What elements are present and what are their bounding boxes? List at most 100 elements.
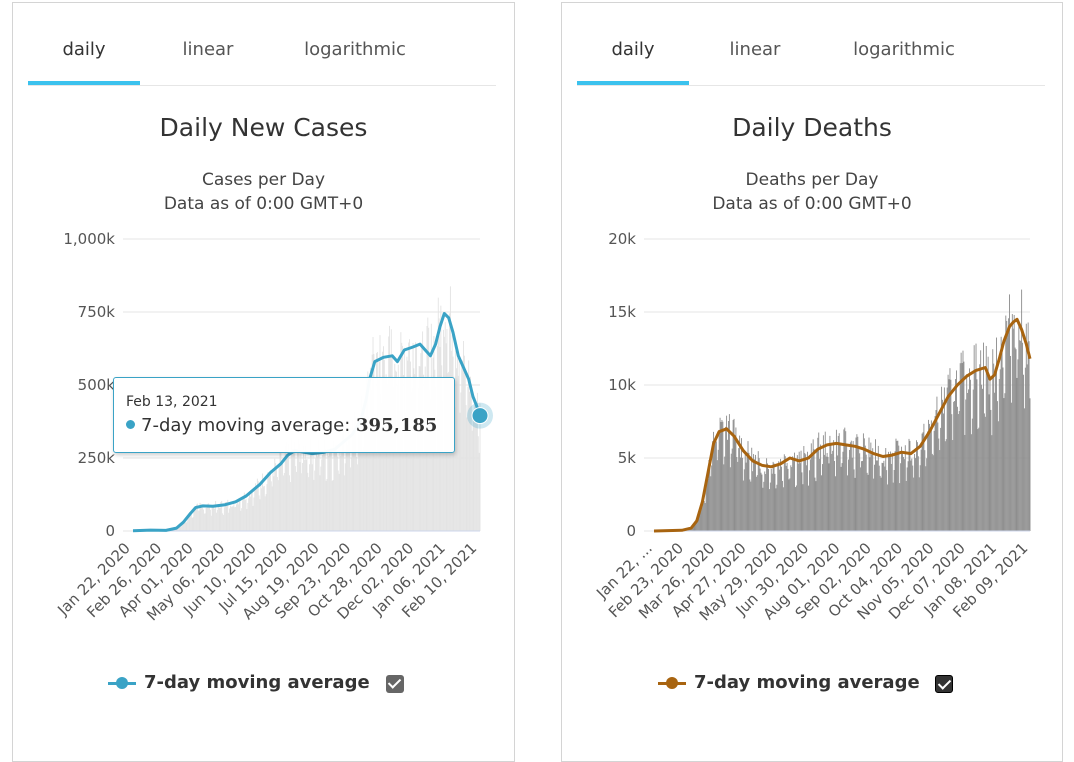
- daily-bar: [821, 475, 822, 531]
- daily-bar: [748, 453, 749, 531]
- daily-bar: [745, 453, 746, 531]
- daily-bar: [991, 435, 992, 531]
- daily-bar: [857, 437, 858, 531]
- daily-bar: [893, 483, 894, 531]
- daily-bar: [952, 440, 953, 531]
- daily-bar: [724, 457, 725, 531]
- daily-bar: [977, 429, 978, 531]
- daily-bar: [924, 450, 925, 531]
- daily-bar: [783, 487, 784, 531]
- daily-bar: [738, 448, 739, 531]
- daily-bar: [988, 357, 989, 531]
- daily-bar: [736, 457, 737, 531]
- daily-bar: [268, 474, 269, 531]
- daily-bar: [971, 434, 972, 531]
- daily-bar: [956, 370, 957, 531]
- daily-bar: [246, 499, 247, 531]
- legend-checkbox[interactable]: [935, 675, 953, 693]
- daily-bar: [260, 484, 261, 531]
- daily-bar: [931, 420, 932, 531]
- daily-bar: [300, 462, 301, 531]
- daily-bar: [304, 460, 305, 531]
- y-tick-label: 15k: [608, 303, 636, 321]
- daily-bar: [911, 459, 912, 531]
- daily-bar: [728, 421, 729, 531]
- daily-bar: [226, 502, 227, 531]
- daily-bar: [739, 436, 740, 531]
- daily-bar: [940, 428, 941, 531]
- daily-bar: [266, 494, 267, 531]
- daily-bar: [320, 467, 321, 531]
- daily-bar: [740, 457, 741, 531]
- daily-bar: [470, 377, 471, 531]
- daily-bar: [1019, 340, 1020, 531]
- daily-bar: [731, 454, 732, 531]
- legend-checkbox[interactable]: [386, 675, 404, 693]
- daily-bar: [721, 422, 722, 531]
- chart-tooltip: Feb 13, 2021 7-day moving average: 395,1…: [113, 377, 455, 453]
- daily-bar: [920, 465, 921, 531]
- daily-bar: [842, 463, 843, 531]
- tooltip-label: 7-day moving average:: [141, 415, 356, 436]
- daily-bar: [210, 510, 211, 531]
- daily-bar: [947, 388, 948, 531]
- daily-bar: [923, 432, 924, 531]
- daily-bar: [290, 482, 291, 531]
- daily-bar: [810, 459, 811, 531]
- daily-bar: [311, 451, 312, 531]
- daily-bar: [960, 363, 961, 531]
- daily-bar: [775, 474, 776, 531]
- daily-bar: [999, 379, 1000, 531]
- daily-bar: [846, 446, 847, 531]
- daily-bar: [760, 469, 761, 531]
- daily-bar: [954, 401, 955, 531]
- daily-bar: [856, 438, 857, 531]
- daily-bar: [772, 474, 773, 531]
- daily-bar: [975, 371, 976, 531]
- daily-bar: [977, 379, 978, 531]
- daily-bar: [249, 493, 250, 531]
- daily-bar: [204, 514, 205, 531]
- daily-bar: [261, 488, 262, 531]
- y-tick-label: 10k: [608, 376, 636, 394]
- daily-bar: [847, 475, 848, 531]
- daily-bar: [329, 451, 330, 531]
- daily-bar: [910, 461, 911, 531]
- daily-bar: [854, 469, 855, 531]
- daily-bar: [832, 451, 833, 531]
- daily-bar: [1026, 324, 1027, 531]
- daily-bar: [461, 362, 462, 531]
- daily-bar: [792, 456, 793, 531]
- daily-bar: [762, 488, 763, 531]
- daily-bar: [230, 506, 231, 531]
- daily-bar: [231, 507, 232, 531]
- daily-bar: [255, 483, 256, 531]
- daily-bar: [1006, 321, 1007, 531]
- daily-bar: [809, 470, 810, 531]
- daily-bar: [299, 443, 300, 531]
- daily-bar: [777, 465, 778, 531]
- daily-bar: [841, 467, 842, 531]
- daily-bar: [763, 482, 764, 531]
- daily-bar: [1016, 349, 1017, 531]
- daily-bar: [873, 479, 874, 531]
- daily-bar: [212, 507, 213, 531]
- daily-bar: [195, 509, 196, 531]
- legend-item[interactable]: 7-day moving average: [108, 671, 370, 697]
- daily-bar: [877, 460, 878, 531]
- daily-bar: [217, 510, 218, 531]
- daily-bar: [782, 481, 783, 531]
- daily-bar: [972, 419, 973, 531]
- daily-bar: [704, 501, 705, 531]
- daily-bar: [890, 452, 891, 531]
- daily-bar: [248, 498, 249, 531]
- daily-bar: [922, 434, 923, 531]
- daily-bar: [192, 518, 193, 531]
- daily-bar: [765, 474, 766, 531]
- daily-bar: [1022, 343, 1023, 531]
- daily-bar: [251, 491, 252, 531]
- legend-item[interactable]: 7-day moving average: [658, 671, 920, 697]
- daily-bar: [776, 485, 777, 531]
- daily-bar: [284, 473, 285, 531]
